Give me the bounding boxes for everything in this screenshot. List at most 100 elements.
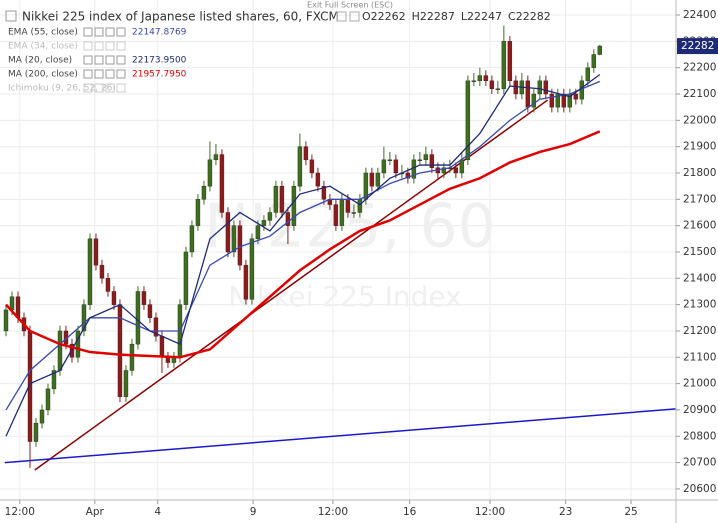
legend-icon[interactable]	[116, 83, 126, 93]
candle-body	[459, 159, 465, 174]
candle-body	[429, 154, 435, 168]
legend-icon[interactable]	[83, 41, 93, 51]
legend-icon[interactable]	[105, 55, 115, 65]
candle-body	[561, 93, 567, 108]
legend-icon[interactable]	[94, 41, 104, 51]
candle-body	[279, 185, 285, 213]
candle-body	[597, 45, 603, 55]
candle-body	[267, 212, 273, 221]
candle-body	[453, 167, 459, 174]
x-tick-label: 12:00	[318, 506, 348, 518]
candle-body	[159, 336, 165, 358]
candle-body	[357, 199, 363, 213]
y-tick-label: 21200	[683, 325, 716, 337]
candle-body	[573, 93, 579, 100]
y-tick-label: 20600	[683, 483, 716, 495]
y-tick-label: 22200	[683, 62, 716, 74]
chart-title: Nikkei 225 index of Japanese listed shar…	[22, 10, 339, 24]
candle-body	[207, 159, 213, 187]
candle-body	[381, 159, 387, 174]
candle-body	[165, 357, 171, 363]
candle-body	[75, 330, 81, 358]
y-tick-label: 21300	[683, 299, 716, 311]
candle-body	[333, 204, 339, 226]
ohlc-value: C22282	[508, 10, 551, 23]
y-tick-label: 21000	[683, 378, 716, 390]
candle-body	[135, 291, 141, 345]
candle-body	[471, 80, 477, 83]
candle-body	[525, 80, 531, 108]
candle-body	[3, 309, 9, 332]
candle-body	[93, 238, 99, 266]
legend-icon[interactable]	[105, 69, 115, 79]
candle-body	[495, 88, 501, 90]
candle-body	[153, 317, 159, 337]
legend-icon[interactable]	[83, 69, 93, 79]
x-tick-label: 9	[250, 506, 257, 518]
legend-icon[interactable]	[116, 27, 126, 37]
indicator-line	[5, 80, 601, 411]
candle-body	[303, 146, 309, 161]
candle-body	[201, 185, 207, 200]
candle-body	[441, 167, 447, 174]
exit-fullscreen[interactable]: Exit Full Screen (ESC)	[307, 1, 393, 10]
candle-body	[465, 80, 471, 161]
candle-body	[585, 67, 591, 82]
x-tick-label: 4	[154, 506, 161, 518]
candle-body	[501, 41, 507, 89]
legend-icon[interactable]	[83, 55, 93, 65]
x-tick-label: 23	[559, 506, 572, 518]
legend-icon[interactable]	[94, 83, 104, 93]
y-tick-label: 21600	[683, 220, 716, 232]
x-tick-label: Apr	[86, 506, 105, 518]
candle-body	[477, 75, 483, 82]
legend-icon[interactable]	[116, 69, 126, 79]
legend-icon[interactable]	[94, 69, 104, 79]
candle-body	[315, 172, 321, 187]
indicator-line	[5, 73, 601, 437]
legend-icon[interactable]	[116, 55, 126, 65]
legend-name: MA (200, close)	[8, 70, 78, 80]
candle-body	[129, 343, 135, 371]
legend-icon[interactable]	[83, 83, 93, 93]
candle-body	[285, 212, 291, 226]
candle-body	[231, 225, 237, 253]
candle-body	[111, 291, 117, 305]
candle-body	[513, 80, 519, 95]
candle-body	[39, 409, 45, 424]
trendline	[4, 408, 677, 464]
candle-body	[225, 212, 231, 253]
candle-body	[537, 80, 543, 95]
candle-body	[423, 154, 429, 161]
title-icons	[336, 11, 360, 22]
y-tick-label: 22000	[683, 114, 716, 126]
legend-icon[interactable]	[94, 27, 104, 37]
candle-body	[69, 343, 75, 358]
x-tick-label: 12:00	[475, 506, 505, 518]
candle-body	[87, 238, 93, 305]
candle-body	[387, 159, 393, 162]
candle-body	[297, 146, 303, 187]
x-tick-label: 12:00	[5, 506, 35, 518]
candle-body	[489, 80, 495, 89]
collapse-icon[interactable]	[5, 10, 17, 22]
legend-icon[interactable]	[105, 27, 115, 37]
candle-body	[369, 172, 375, 187]
legend-name-hidden: EMA (34, close)	[8, 42, 78, 52]
candle-body	[375, 172, 381, 187]
candle-body	[291, 185, 297, 226]
y-tick-label: 21400	[683, 272, 716, 284]
legend-icon[interactable]	[83, 27, 93, 37]
candle-body	[531, 93, 537, 108]
legend-name: MA (20, close)	[8, 56, 72, 66]
candle-body	[45, 388, 51, 411]
legend-icon[interactable]	[105, 83, 115, 93]
legend-icon[interactable]	[105, 41, 115, 51]
legend-icon[interactable]	[94, 55, 104, 65]
candle-body	[507, 41, 513, 82]
ohlc-value: H22287	[412, 10, 455, 23]
candle-body	[147, 304, 153, 318]
y-tick-label: 21900	[683, 141, 716, 153]
legend-icon[interactable]	[116, 41, 126, 51]
